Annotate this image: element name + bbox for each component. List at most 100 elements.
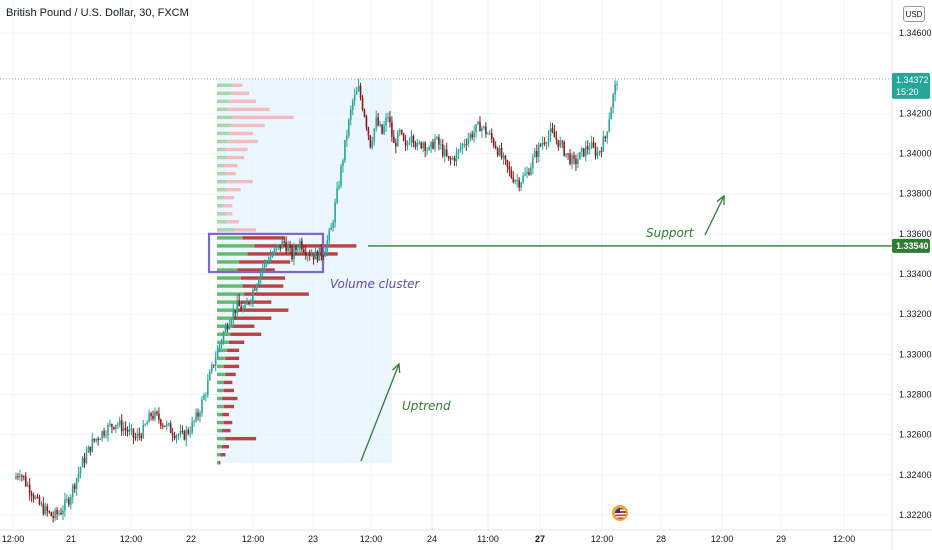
candle-body xyxy=(75,478,78,489)
price-axis[interactable]: 1.34600 1.34200 1.34000 1.33800 1.33600 1.334… xyxy=(899,28,932,520)
us-economic-event-icon[interactable] xyxy=(612,505,628,521)
currency-button[interactable]: USD xyxy=(903,6,925,22)
candle-body xyxy=(598,151,601,153)
candle-body xyxy=(214,358,217,366)
candle-body xyxy=(160,419,162,426)
candle-body xyxy=(416,142,419,147)
price-tick-label: 1.33600 xyxy=(899,229,932,239)
candle-body xyxy=(581,148,583,152)
candle xyxy=(389,110,391,128)
candle-body xyxy=(250,300,252,304)
candle xyxy=(177,433,180,440)
candle-body xyxy=(455,153,458,162)
support-arrow xyxy=(704,194,725,236)
time-axis[interactable]: 12:00 21 12:00 22 12:00 23 12:00 24 11:00 27 12:00… xyxy=(2,534,856,544)
candle xyxy=(616,80,618,91)
candle-body xyxy=(310,255,313,257)
candle xyxy=(95,438,98,444)
volume-bar-up xyxy=(217,412,223,417)
candle-body xyxy=(226,326,229,330)
candle-body xyxy=(271,253,274,257)
candle xyxy=(75,477,78,496)
candle-body xyxy=(612,94,614,108)
candle-body xyxy=(363,109,366,117)
candle xyxy=(32,492,35,503)
candle-body xyxy=(257,279,260,285)
candle xyxy=(146,420,148,425)
candle xyxy=(132,428,135,445)
volume-bar-down xyxy=(228,131,253,136)
candle xyxy=(181,425,184,435)
candle-body xyxy=(173,435,176,439)
candle-body xyxy=(265,261,268,263)
candle-body xyxy=(385,117,387,126)
time-tick-label: 12:00 xyxy=(591,534,614,544)
candle xyxy=(426,147,428,156)
volume-bar-up xyxy=(217,428,223,433)
candle-body xyxy=(69,496,72,505)
candle-body xyxy=(406,143,409,146)
candle-body xyxy=(77,472,80,479)
candle xyxy=(54,507,56,522)
candle-body xyxy=(381,124,383,134)
candle xyxy=(44,503,47,516)
candle-body xyxy=(162,425,164,427)
candle xyxy=(471,130,473,141)
candle-body xyxy=(594,146,597,156)
candle-body xyxy=(230,320,233,325)
candle-body xyxy=(393,136,395,144)
candle xyxy=(134,432,137,441)
candle-body xyxy=(338,185,340,189)
candle xyxy=(15,472,17,480)
candle-body xyxy=(238,300,240,307)
candle xyxy=(24,472,27,488)
candle-body xyxy=(494,145,497,149)
candle-body xyxy=(430,141,432,148)
candle-body xyxy=(195,412,197,421)
candle xyxy=(136,428,139,442)
candle xyxy=(122,421,125,436)
candle xyxy=(490,128,493,143)
candle-body xyxy=(122,427,125,432)
candle-body xyxy=(54,509,56,519)
price-tick-label: 1.33200 xyxy=(899,309,932,319)
candle-body xyxy=(124,427,127,430)
candle xyxy=(359,82,362,101)
candle xyxy=(265,259,268,268)
volume-bar-down xyxy=(223,204,233,208)
candle-body xyxy=(152,415,154,419)
volume-bar-down xyxy=(228,340,245,344)
volume-bar-down xyxy=(227,155,245,160)
candle-body xyxy=(349,109,352,120)
candle-body xyxy=(224,326,227,333)
candle xyxy=(199,410,201,423)
volume-bar-up xyxy=(217,115,233,120)
candle xyxy=(320,243,323,261)
volume-bar-down xyxy=(232,115,294,120)
volume-bar-down xyxy=(227,179,253,184)
candle-body xyxy=(600,151,603,153)
candle xyxy=(528,167,530,176)
volume-bar-down xyxy=(234,316,272,320)
candle xyxy=(222,330,225,345)
candle-body xyxy=(332,222,334,228)
candle xyxy=(287,241,289,252)
candle-body xyxy=(242,307,244,311)
candle-body xyxy=(132,428,135,438)
candle-body xyxy=(191,421,193,433)
candle xyxy=(502,152,505,165)
candle xyxy=(430,141,432,153)
candle xyxy=(606,131,609,144)
candle-body xyxy=(396,131,399,147)
candle-body xyxy=(62,510,64,515)
candle xyxy=(144,423,146,427)
candle-body xyxy=(440,144,442,146)
arrow-shaft xyxy=(360,363,400,462)
candle xyxy=(85,446,88,465)
candle xyxy=(124,421,127,437)
candle-body xyxy=(304,251,307,256)
candle xyxy=(158,407,160,424)
candle xyxy=(522,172,524,184)
symbol-title[interactable]: British Pound / U.S. Dollar, 30, FXCM xyxy=(6,7,189,19)
